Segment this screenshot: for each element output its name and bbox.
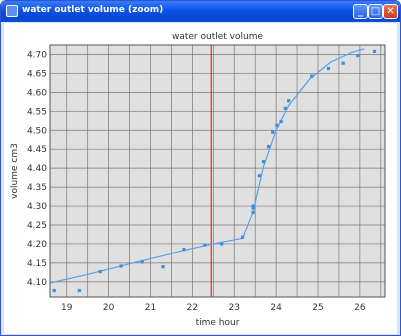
chart-title: water outlet volume bbox=[172, 32, 263, 42]
x-tick-label: 19 bbox=[61, 303, 73, 313]
data-point bbox=[356, 54, 360, 58]
data-point bbox=[326, 66, 331, 71]
data-point bbox=[283, 106, 287, 110]
data-point bbox=[271, 130, 275, 134]
y-tick-label: 4.65 bbox=[27, 69, 47, 79]
plot-background bbox=[49, 44, 386, 298]
data-point bbox=[266, 144, 271, 149]
y-tick-label: 4.50 bbox=[27, 126, 47, 136]
y-tick-label: 4.55 bbox=[27, 107, 47, 117]
y-tick-label: 4.60 bbox=[27, 88, 47, 98]
grid-lines bbox=[50, 45, 385, 297]
y-tick-label: 4.35 bbox=[27, 183, 47, 193]
data-point bbox=[287, 99, 291, 103]
x-tick-label: 26 bbox=[354, 303, 366, 313]
data-point bbox=[279, 119, 283, 124]
y-tick-label: 4.45 bbox=[27, 145, 47, 155]
data-point bbox=[275, 123, 279, 127]
x-tick-label: 21 bbox=[145, 303, 156, 313]
data-point bbox=[372, 49, 377, 54]
y-tick-label: 4.15 bbox=[27, 259, 47, 269]
y-tick-label: 4.20 bbox=[27, 240, 47, 250]
y-tick-label: 4.25 bbox=[27, 221, 47, 231]
y-tick-label: 4.30 bbox=[27, 202, 47, 212]
maximize-button[interactable]: □ bbox=[368, 4, 383, 19]
plot-frame bbox=[49, 44, 386, 298]
data-point bbox=[119, 264, 123, 268]
plot-area: water outlet volume volume cm3 time hour… bbox=[4, 23, 397, 334]
y-tick-label: 4.70 bbox=[27, 50, 47, 60]
data-point bbox=[251, 204, 255, 208]
window-title: water outlet volume (zoom) bbox=[22, 5, 164, 15]
close-button[interactable]: ✕ bbox=[383, 4, 398, 19]
data-point bbox=[203, 243, 207, 247]
x-axis-label: time hour bbox=[196, 318, 240, 328]
data-point bbox=[140, 260, 144, 264]
fit-line bbox=[49, 48, 365, 284]
data-point bbox=[161, 265, 165, 269]
x-tick-label: 20 bbox=[103, 303, 115, 313]
data-point bbox=[251, 210, 255, 215]
data-point bbox=[220, 242, 224, 246]
x-tick-label: 23 bbox=[229, 303, 240, 313]
data-point bbox=[241, 235, 245, 239]
x-tick-label: 24 bbox=[270, 303, 282, 313]
data-point bbox=[98, 270, 102, 274]
y-axis-label: volume cm3 bbox=[10, 143, 20, 199]
app-icon bbox=[6, 5, 18, 17]
data-point bbox=[251, 206, 255, 210]
scatter-chart: water outlet volume volume cm3 time hour… bbox=[10, 32, 386, 328]
data-point bbox=[257, 174, 261, 178]
minimize-button[interactable]: _ bbox=[353, 4, 368, 19]
data-point bbox=[182, 248, 186, 252]
x-tick-label: 22 bbox=[187, 303, 198, 313]
data-point bbox=[341, 61, 345, 65]
data-point bbox=[52, 288, 56, 293]
data-point bbox=[261, 160, 266, 164]
data-point bbox=[310, 74, 314, 78]
y-tick-label: 4.40 bbox=[27, 164, 47, 174]
data-point bbox=[77, 288, 81, 293]
title-bar[interactable]: water outlet volume (zoom) _ □ ✕ bbox=[1, 1, 400, 22]
x-tick-label: 25 bbox=[312, 303, 323, 313]
y-tick-label: 4.10 bbox=[27, 278, 47, 288]
